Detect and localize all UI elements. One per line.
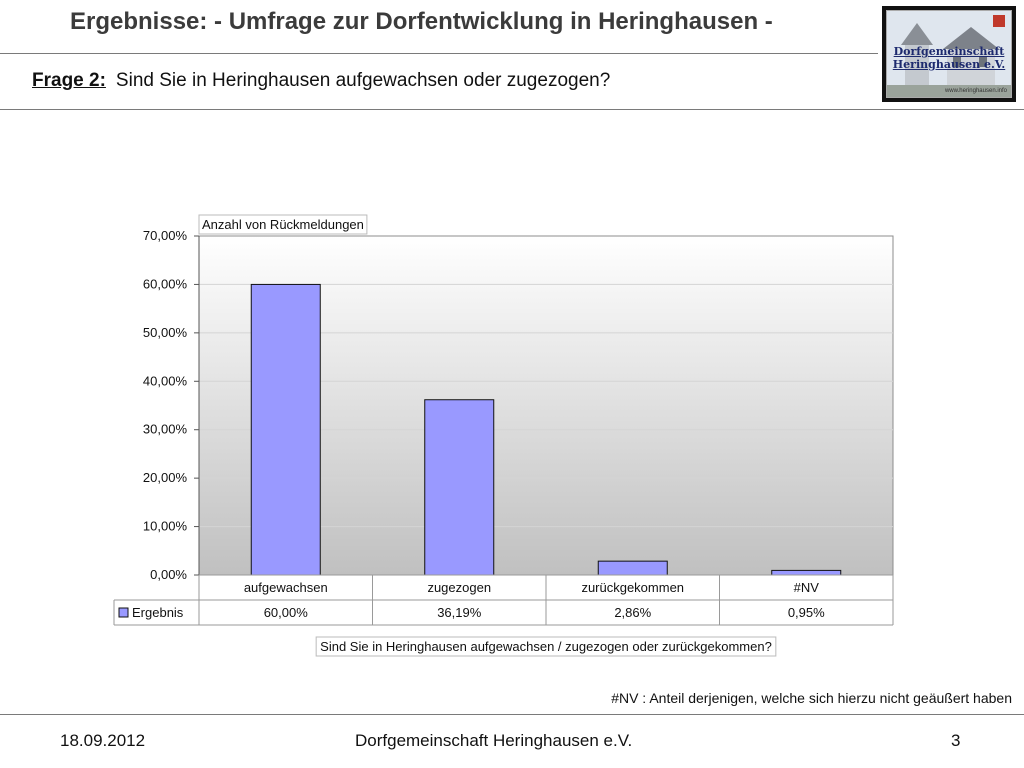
title-divider	[0, 53, 878, 54]
logo-website: www.heringhausen.info	[944, 88, 1007, 94]
slide-title: Ergebnisse: - Umfrage zur Dorfentwicklun…	[70, 8, 773, 35]
logo-wordmark: Dorfgemeinschaft Heringhausen e.V.	[887, 45, 1011, 71]
legend-series-name: Ergebnis	[132, 605, 184, 620]
question-text: Sind Sie in Heringhausen aufgewachsen od…	[115, 70, 611, 91]
bar-chart: 0,00% 10,00% 20,00% 30,00% 40,00% 50,00% 60,00…	[113, 214, 894, 657]
chart-title: Anzahl von Rückmeldungen	[202, 217, 364, 232]
y-tick-label: 40,00%	[143, 373, 188, 388]
question-label: Frage 2:	[32, 70, 106, 91]
data-table-value: 0,95%	[788, 605, 825, 620]
x-category-label: zugezogen	[427, 580, 491, 595]
logo-line-1: Dorfgemeinschaft	[893, 45, 1005, 58]
footer-page-number: 3	[951, 731, 961, 750]
organization-logo: Dorfgemeinschaft Heringhausen e.V. www.h…	[882, 6, 1016, 102]
question-line: Frage 2: Sind Sie in Heringhausen aufgewa…	[32, 70, 610, 92]
footer-date: 18.09.2012	[60, 731, 146, 750]
x-category-label: aufgewachsen	[244, 580, 328, 595]
x-axis-label: Sind Sie in Heringhausen aufgewachsen / …	[320, 639, 772, 654]
bar-aufgewachsen	[250, 283, 321, 576]
footnote-nv: #NV : Anteil derjenigen, welche sich hie…	[611, 690, 1012, 706]
y-tick-label: 10,00%	[143, 519, 188, 534]
bar--nv	[771, 569, 842, 576]
footer-organization: Dorfgemeinschaft Heringhausen e.V.	[355, 731, 633, 750]
y-tick-label: 20,00%	[143, 470, 188, 485]
chart-title-box: Anzahl von Rückmeldungen	[198, 214, 368, 235]
bar-zur-ckgekommen	[597, 560, 668, 576]
footer-divider	[0, 714, 1024, 715]
x-category-label: zurückgekommen	[581, 580, 684, 595]
y-tick-label: 30,00%	[143, 422, 188, 437]
y-tick-label: 60,00%	[143, 276, 188, 291]
legend-swatch	[118, 607, 129, 618]
village-house-icon	[887, 11, 1011, 97]
data-table-value: 36,19%	[437, 605, 482, 620]
logo-image: Dorfgemeinschaft Heringhausen e.V. www.h…	[886, 10, 1012, 98]
bar-zugezogen	[424, 399, 495, 576]
data-table-value: 60,00%	[264, 605, 309, 620]
x-axis-label-box: Sind Sie in Heringhausen aufgewachsen / …	[315, 636, 777, 657]
y-tick-label: 70,00%	[143, 228, 188, 243]
x-category-label: #NV	[794, 580, 820, 595]
data-table-value: 2,86%	[614, 605, 651, 620]
y-tick-label: 0,00%	[150, 567, 187, 582]
y-tick-label: 50,00%	[143, 325, 188, 340]
logo-line-2: Heringhausen e.V.	[892, 58, 1006, 71]
question-divider	[0, 109, 1024, 110]
